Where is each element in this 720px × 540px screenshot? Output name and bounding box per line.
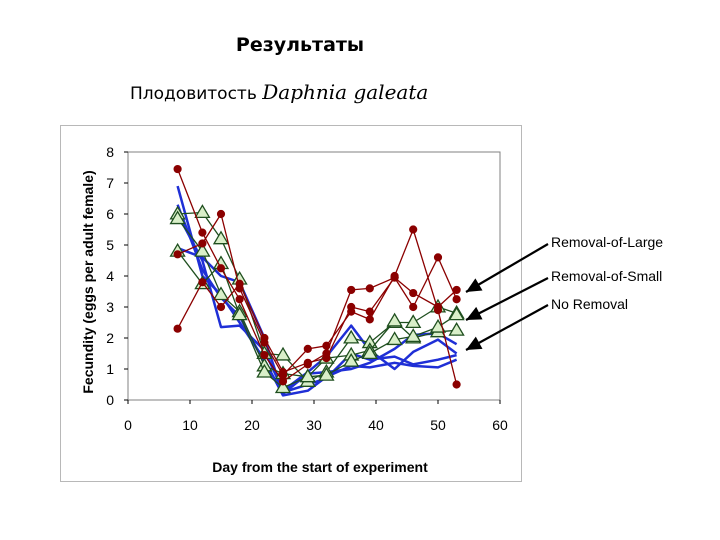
data-point — [448, 321, 465, 336]
data-point — [347, 285, 356, 295]
y-tick-label: 6 — [106, 206, 114, 222]
data-point — [433, 253, 443, 262]
data-point — [212, 286, 230, 301]
annotation-removal-of-small: Removal-of-Small — [551, 268, 663, 284]
annotation-arrows — [465, 243, 549, 351]
series-line — [177, 213, 458, 385]
data-point — [198, 228, 207, 237]
data-point — [318, 366, 335, 381]
y-tick-label: 7 — [106, 175, 114, 191]
data-point — [409, 288, 418, 298]
data-point — [299, 368, 316, 383]
data-point — [361, 345, 378, 360]
data-point — [452, 380, 461, 389]
data-point — [365, 315, 374, 324]
data-point — [365, 307, 374, 316]
data-point — [198, 278, 207, 287]
y-tick-label: 5 — [106, 237, 114, 253]
slide-title: Результаты — [235, 34, 365, 56]
data-point — [386, 312, 403, 327]
annotation-removal-of-large: Removal-of-Large — [551, 234, 664, 250]
plot-area-border — [127, 151, 501, 401]
data-point — [260, 350, 269, 360]
annotation-arrow-head — [466, 278, 483, 292]
annotation-no-removal: No Removal — [551, 296, 629, 312]
x-tick-label: 10 — [182, 417, 198, 433]
data-point — [433, 306, 443, 315]
annotation-arrow-line — [465, 304, 549, 351]
data-point — [235, 279, 244, 288]
y-axis-label: Fecundity (eggs per adult female) — [80, 170, 96, 393]
data-point — [194, 242, 211, 257]
data-point — [409, 225, 418, 234]
x-axis-label: Day from the start of experiment — [212, 459, 428, 475]
annotation-arrow-head — [466, 306, 483, 320]
y-tick-label: 8 — [106, 144, 114, 160]
data-point — [235, 295, 244, 304]
data-point — [216, 302, 226, 312]
data-point — [365, 284, 374, 293]
data-point — [390, 273, 399, 282]
data-point — [322, 341, 331, 350]
data-point — [169, 210, 186, 225]
data-point — [212, 230, 230, 245]
x-tick-label: 0 — [124, 417, 132, 433]
data-point — [405, 328, 422, 343]
data-point — [386, 331, 403, 346]
data-point — [448, 306, 465, 321]
series-line — [176, 213, 458, 392]
y-tick-label: 0 — [106, 392, 114, 408]
series-line — [177, 256, 458, 373]
annotation-arrow-line — [465, 243, 549, 293]
annotation-arrow-head — [466, 336, 483, 350]
x-tick-label: 40 — [368, 417, 384, 433]
data-point — [173, 324, 182, 333]
chart-frame — [60, 125, 522, 482]
data-point — [405, 314, 422, 329]
data-point — [303, 358, 312, 367]
data-point — [216, 264, 226, 273]
y-tick-label: 2 — [106, 330, 114, 346]
data-point — [194, 204, 211, 219]
data-point — [260, 333, 269, 343]
data-point — [409, 302, 418, 312]
data-point — [347, 302, 356, 312]
data-point — [216, 209, 226, 219]
data-point — [343, 329, 360, 344]
data-point — [274, 346, 292, 361]
data-point — [198, 239, 207, 248]
data-point — [452, 295, 461, 304]
data-point — [173, 250, 182, 259]
data-point — [303, 344, 312, 353]
x-tick-label: 50 — [430, 417, 446, 433]
chart-axes: 0 10 20 30 40 50 60 0 1 2 3 4 5 6 7 8 Day from the start… — [80, 144, 508, 475]
chart-series — [169, 164, 465, 397]
data-point — [343, 352, 360, 367]
data-point — [173, 164, 182, 174]
data-point — [231, 306, 248, 321]
data-point — [322, 354, 331, 363]
series-line — [176, 204, 457, 394]
y-tick-label: 1 — [106, 361, 114, 377]
x-tick-label: 20 — [244, 417, 260, 433]
y-tick-label: 3 — [106, 299, 114, 315]
data-point — [274, 379, 292, 394]
annotation-arrow-line — [465, 277, 549, 321]
slide-subtitle: Плодовитость Daphnia galeata — [130, 80, 428, 104]
x-tick-label: 30 — [306, 417, 322, 433]
subtitle-prefix: Плодовитость — [130, 84, 263, 104]
y-tick-label: 4 — [106, 268, 114, 284]
data-point — [278, 368, 288, 377]
subtitle-species: Daphnia galeata — [262, 80, 429, 104]
data-point — [256, 363, 273, 378]
x-tick-label: 60 — [492, 417, 508, 433]
